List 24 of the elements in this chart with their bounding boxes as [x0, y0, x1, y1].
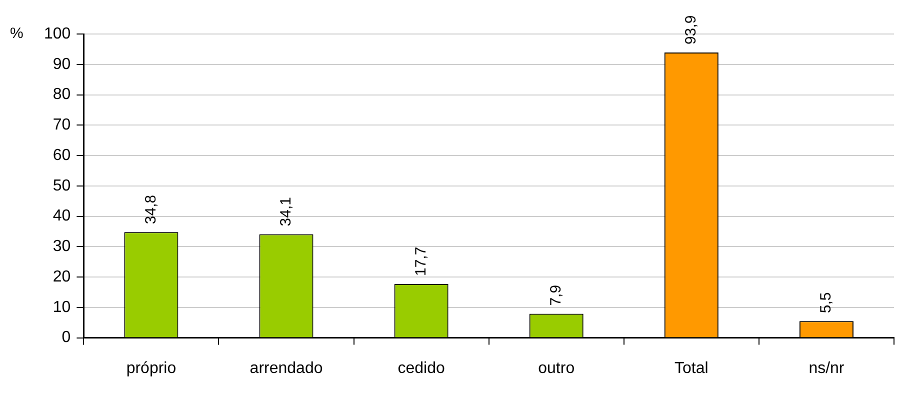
x-tick-label: arrendado — [250, 360, 323, 377]
y-tick-label: 10 — [52, 298, 71, 316]
x-tick-label: Total — [674, 360, 708, 377]
y-tick-label: 70 — [52, 116, 71, 134]
data-label: 17,7 — [412, 246, 430, 276]
y-axis-title: % — [10, 25, 24, 42]
data-label: 34,8 — [142, 194, 160, 224]
y-tick-label: 20 — [52, 268, 71, 286]
y-tick-label: 50 — [52, 177, 71, 194]
x-tick-label: outro — [538, 360, 575, 377]
data-label: 5,5 — [818, 292, 835, 314]
y-tick-label: 40 — [52, 208, 71, 225]
data-label: 93,9 — [682, 15, 700, 45]
y-tick-label: 0 — [62, 329, 71, 346]
y-tick-label: 60 — [52, 146, 71, 164]
data-label: 34,1 — [277, 197, 294, 226]
y-tick-label: 100 — [44, 25, 71, 42]
x-tick-label: próprio — [126, 360, 176, 377]
y-tick-label: 30 — [52, 238, 71, 256]
x-tick-label: cedido — [398, 360, 445, 377]
y-tick-label: 80 — [52, 86, 71, 104]
y-tick-label: 90 — [52, 56, 71, 73]
data-label: 7,9 — [548, 284, 565, 306]
x-tick-label: ns/nr — [808, 360, 845, 377]
